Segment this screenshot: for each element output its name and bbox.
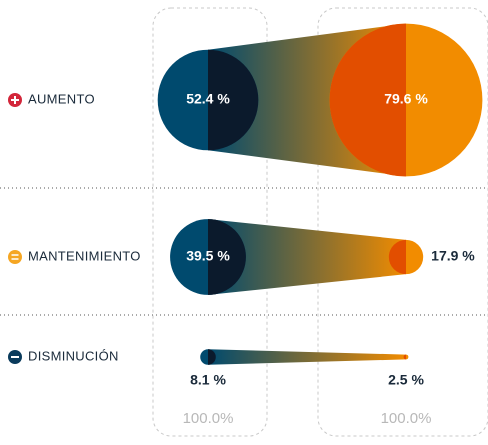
category-label: AUMENTO [28,91,95,106]
value-label: 79.6 % [384,91,428,107]
category-label: MANTENIMIENTO [28,248,141,263]
value-label: 39.5 % [186,248,230,264]
column-frame [152,7,268,437]
icon-equal [8,250,22,264]
value-label: 17.9 % [431,248,475,264]
category-label: DISMINUCIÓN [28,348,119,363]
bubble-shade [329,23,406,177]
connector-band [208,219,406,295]
bubble-shade [388,239,406,275]
bubble-shade [208,49,259,151]
icon-plus [8,93,22,107]
bubble-shade [208,219,246,295]
value-label: 8.1 % [190,372,226,388]
column-frame [317,7,488,437]
icon-minus [8,350,22,364]
bubble-shade [403,354,406,360]
value-label: 52.4 % [186,91,230,107]
bubble-shade [208,349,216,365]
column-total: 100.0% [381,410,432,427]
connector-band [208,349,406,365]
value-label: 2.5 % [388,372,424,388]
column-total: 100.0% [183,410,234,427]
